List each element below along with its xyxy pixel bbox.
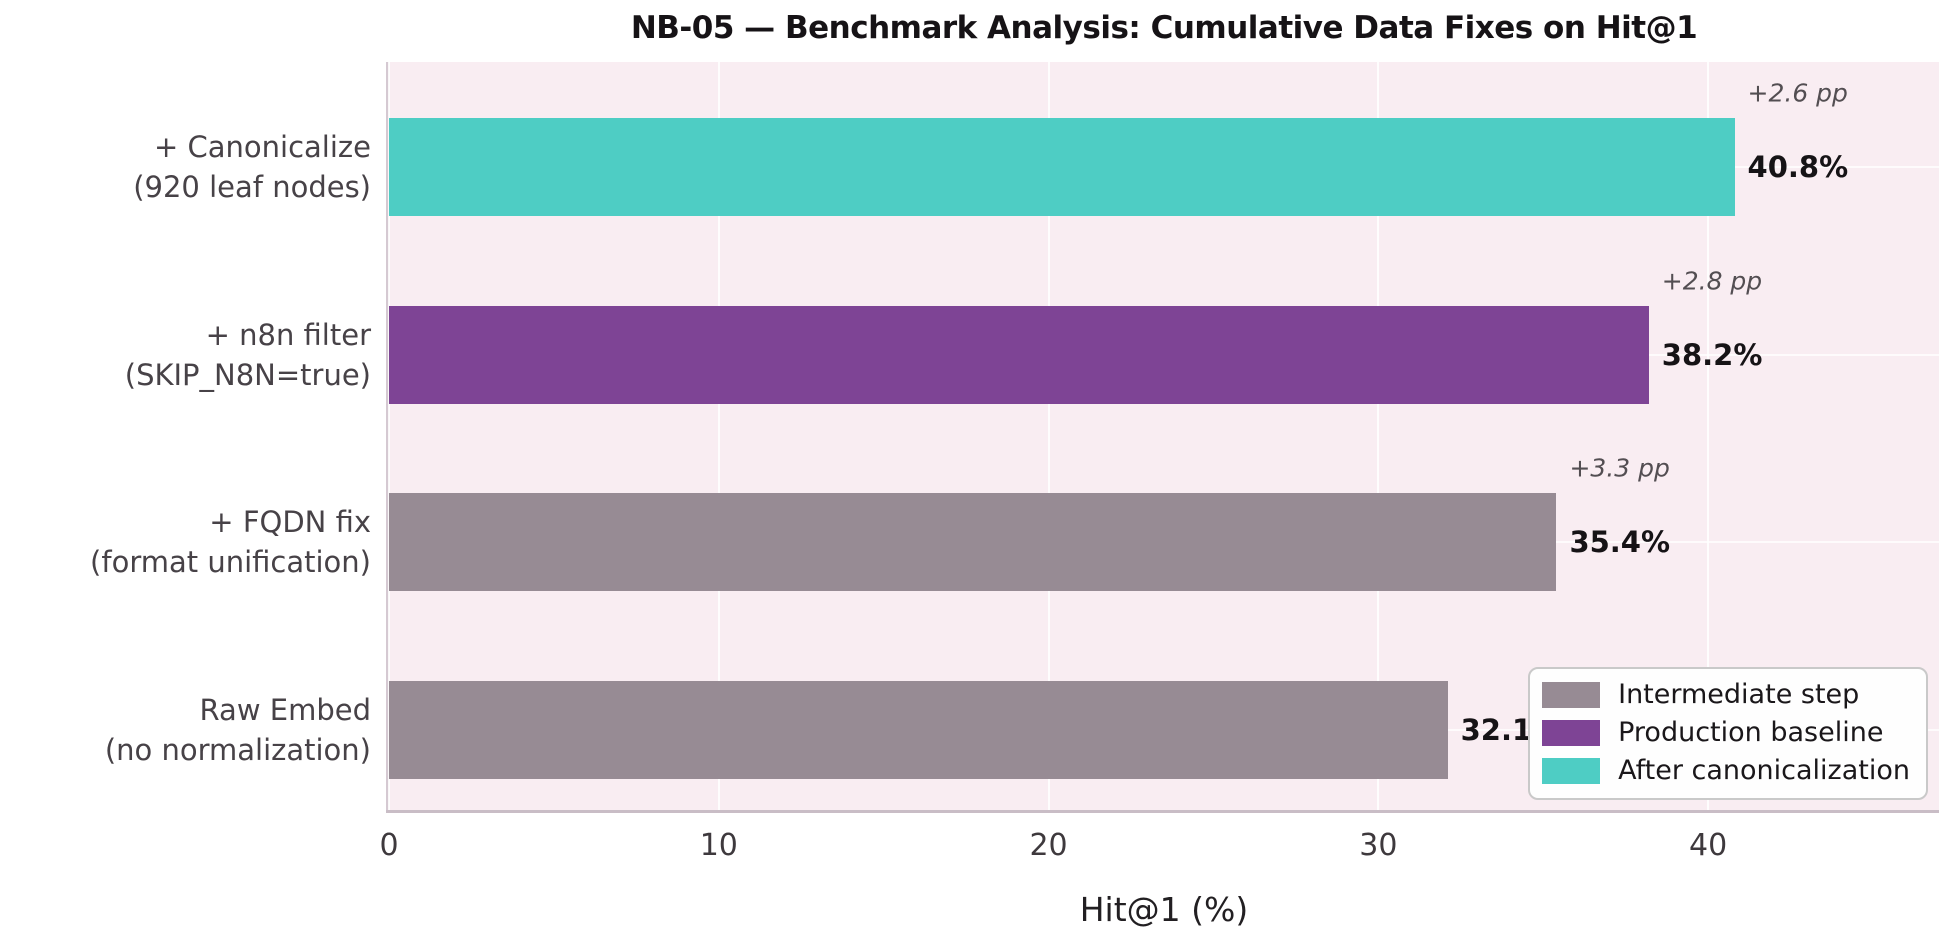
plot-area: Intermediate step Production baseline Afte… bbox=[386, 62, 1939, 813]
bar-value-label: 40.8% bbox=[1747, 150, 1849, 184]
chart-title: NB-05 — Benchmark Analysis: Cumulative D… bbox=[630, 10, 1698, 46]
y-category-label: + Canonicalize (920 leaf nodes) bbox=[133, 129, 371, 204]
legend-swatch bbox=[1542, 719, 1601, 746]
x-tick-label: 40 bbox=[1689, 828, 1728, 863]
y-category-label: Raw Embed (no normalization) bbox=[104, 693, 371, 768]
x-tick-label: 0 bbox=[379, 828, 399, 863]
vertical-gridline bbox=[388, 62, 390, 810]
legend-entry-label: After canonicalization bbox=[1618, 755, 1910, 786]
vertical-gridline bbox=[717, 62, 720, 810]
bar-delta-annotation: +2.6 pp bbox=[1747, 78, 1848, 108]
x-axis-spine bbox=[386, 810, 1939, 813]
bar-2 bbox=[389, 305, 1649, 404]
legend-entry-label: Production baseline bbox=[1618, 717, 1884, 748]
vertical-gridline bbox=[1377, 62, 1380, 810]
x-tick-label: 20 bbox=[1029, 828, 1068, 863]
legend-entry: Intermediate step bbox=[1542, 679, 1910, 710]
legend-swatch bbox=[1542, 681, 1601, 708]
y-axis-spine bbox=[386, 62, 389, 810]
x-axis-label: Hit@1 (%) bbox=[1079, 890, 1249, 929]
bar-delta-annotation: +3.3 pp bbox=[1569, 453, 1670, 483]
bar-value-label: 38.2% bbox=[1661, 337, 1763, 372]
bar-delta-annotation: +2.8 pp bbox=[1661, 266, 1763, 296]
vertical-gridline bbox=[1707, 62, 1710, 810]
legend-swatch bbox=[1542, 757, 1601, 784]
y-category-label: + FQDN fix (format unification) bbox=[90, 505, 371, 580]
legend-entry-label: Intermediate step bbox=[1618, 679, 1860, 710]
bar-3 bbox=[389, 493, 1557, 592]
vertical-gridline bbox=[1047, 62, 1050, 810]
x-tick-label: 30 bbox=[1359, 828, 1398, 863]
y-category-label: + n8n filter (SKIP_N8N=true) bbox=[124, 317, 371, 392]
legend-entry: Production baseline bbox=[1542, 717, 1910, 748]
x-tick-label: 10 bbox=[699, 828, 738, 863]
legend-entry: After canonicalization bbox=[1542, 755, 1910, 786]
bar-4 bbox=[389, 681, 1448, 780]
bar-value-label: 35.4% bbox=[1569, 525, 1671, 560]
bar-1 bbox=[389, 118, 1735, 216]
legend: Intermediate step Production baseline Afte… bbox=[1528, 667, 1928, 800]
